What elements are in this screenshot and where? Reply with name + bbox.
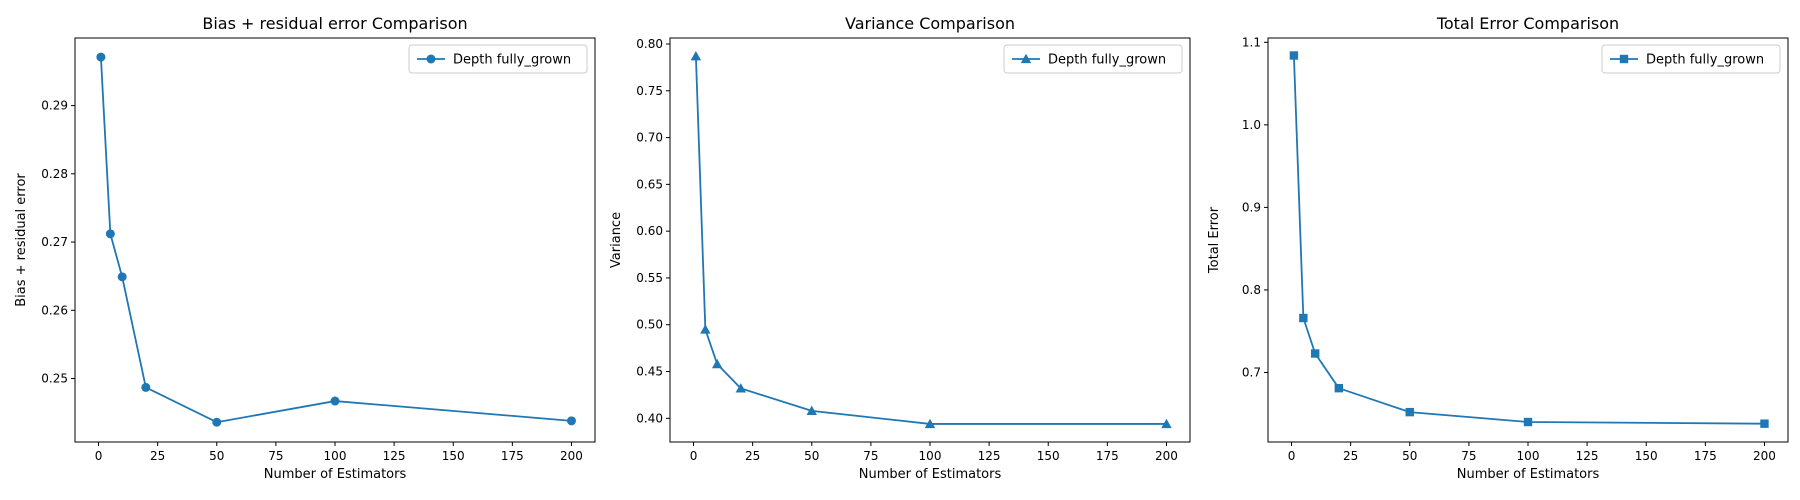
- x-tick-label: 200: [560, 449, 583, 463]
- x-tick-label: 125: [978, 449, 1001, 463]
- data-point: [330, 396, 340, 406]
- y-tick-label: 0.27: [41, 235, 68, 249]
- y-tick-label: 0.28: [41, 167, 68, 181]
- y-tick-label: 0.65: [636, 177, 663, 191]
- x-axis-label: Number of Estimators: [264, 467, 407, 482]
- x-tick-label: 100: [919, 449, 942, 463]
- x-tick-label: 75: [268, 449, 283, 463]
- axes-frame: [74, 37, 596, 443]
- legend-marker: [1020, 53, 1032, 64]
- legend-box: [1601, 44, 1781, 74]
- y-tick-label: 1.1: [1242, 35, 1261, 49]
- x-tick-label: 25: [745, 449, 760, 463]
- y-tick-label: 0.26: [41, 303, 68, 317]
- data-point: [700, 324, 711, 334]
- y-tick-label: 0.80: [636, 37, 663, 51]
- x-axis-label: Number of Estimators: [859, 467, 1002, 482]
- data-point: [1334, 383, 1344, 393]
- x-tick-label: 25: [1343, 449, 1358, 463]
- x-tick-label: 175: [1694, 449, 1717, 463]
- legend-box: [408, 44, 588, 74]
- x-tick-label: 25: [150, 449, 165, 463]
- y-tick-label: 0.50: [636, 318, 663, 332]
- chart-title: Bias + residual error Comparison: [202, 14, 467, 33]
- y-tick-label: 0.25: [41, 372, 68, 386]
- x-tick-label: 175: [1096, 449, 1119, 463]
- chart-title: Variance Comparison: [845, 14, 1015, 33]
- series-line: [1292, 55, 1765, 425]
- x-tick-label: 75: [1461, 449, 1476, 463]
- data-point: [1299, 313, 1308, 323]
- legend-marker: [426, 54, 436, 64]
- x-tick-label: 50: [804, 449, 819, 463]
- x-tick-label: 100: [1517, 449, 1540, 463]
- y-tick-label: 0.8: [1242, 283, 1261, 297]
- data-point: [1161, 418, 1172, 429]
- data-point: [96, 52, 106, 62]
- axes-frame: [669, 37, 1191, 443]
- legend-box: [1003, 44, 1183, 74]
- x-tick-label: 150: [1635, 449, 1658, 463]
- x-tick-label: 125: [383, 449, 406, 463]
- data-point: [1405, 407, 1414, 417]
- data-point: [212, 417, 222, 427]
- x-tick-label: 100: [324, 449, 347, 463]
- y-tick-label: 0.7: [1242, 365, 1261, 379]
- data-point: [924, 418, 936, 429]
- chart-panel-2: Variance Comparison 0 25 50 75 100 125 150 175 20…: [609, 14, 1191, 482]
- data-point: [735, 383, 747, 393]
- x-axis-label: Number of Estimators: [1457, 467, 1600, 482]
- y-axis-label: Total Error: [1207, 206, 1222, 274]
- data-point: [566, 416, 576, 426]
- x-tick-label: 0: [1288, 449, 1296, 463]
- data-point: [1310, 349, 1320, 358]
- chart-panel-3: Total Error Comparison 0 25 50 75 100 125 150 17…: [1207, 14, 1789, 482]
- legend: Depth fully_grown: [1601, 44, 1781, 74]
- x-tick-label: 200: [1753, 449, 1776, 463]
- series-line: [99, 57, 572, 424]
- x-tick-label: 125: [1576, 449, 1599, 463]
- data-point: [1289, 51, 1299, 60]
- y-tick-label: 1.0: [1242, 118, 1261, 132]
- x-tick-label: 50: [1402, 449, 1417, 463]
- legend-label: Depth fully_grown: [1048, 53, 1166, 68]
- y-tick-label: 0.29: [41, 99, 68, 113]
- x-tick-label: 0: [95, 449, 103, 463]
- x-tick-label: 150: [442, 449, 465, 463]
- data-point: [141, 382, 151, 392]
- legend-label: Depth fully_grown: [1646, 53, 1764, 68]
- data-point: [690, 50, 702, 61]
- legend-marker: [1619, 54, 1629, 64]
- x-tick-label: 0: [690, 449, 698, 463]
- x-tick-label: 150: [1037, 449, 1060, 463]
- y-tick-label: 0.60: [636, 224, 663, 238]
- data-point: [105, 229, 115, 239]
- data-point: [1523, 417, 1533, 427]
- y-tick-label: 0.55: [636, 271, 663, 285]
- x-tick-label: 175: [501, 449, 524, 463]
- y-tick-label: 0.9: [1242, 200, 1261, 214]
- x-tick-label: 75: [863, 449, 878, 463]
- axes-frame: [1267, 37, 1789, 443]
- y-tick-label: 0.70: [636, 131, 663, 145]
- chart-title: Total Error Comparison: [1436, 14, 1619, 33]
- legend: Depth fully_grown: [1003, 44, 1183, 74]
- y-axis-label: Bias + residual error: [14, 173, 29, 307]
- series-line: [694, 56, 1167, 425]
- legend-label: Depth fully_grown: [453, 53, 571, 68]
- data-point: [117, 272, 127, 282]
- y-tick-label: 0.75: [636, 84, 663, 98]
- y-tick-label: 0.40: [636, 411, 663, 425]
- data-point: [1760, 419, 1769, 428]
- x-tick-label: 50: [209, 449, 224, 463]
- y-tick-label: 0.45: [636, 365, 663, 379]
- data-point: [806, 405, 817, 415]
- data-point: [711, 358, 723, 369]
- chart-panel-1: Bias + residual error Comparison 0 25 50 75 1…: [14, 14, 596, 482]
- y-axis-label: Variance: [609, 212, 624, 268]
- x-tick-label: 200: [1155, 449, 1178, 463]
- legend: Depth fully_grown: [408, 44, 588, 74]
